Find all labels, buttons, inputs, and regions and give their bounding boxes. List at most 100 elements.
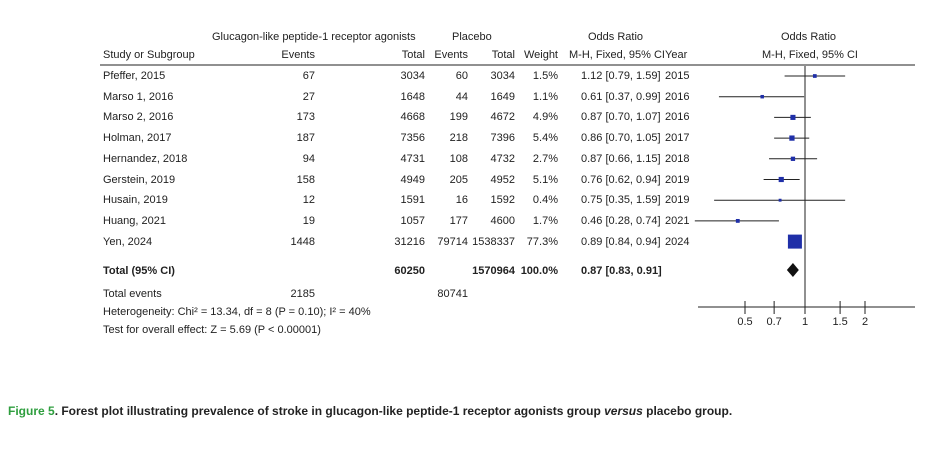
study-ci-cell: 0.87 [0.66, 1.15] [581, 152, 661, 165]
total-events-label: Total events [103, 288, 162, 300]
study-e2-cell: 177 [449, 214, 468, 227]
study-marker [812, 74, 817, 78]
study-year-cell: 2016 [665, 111, 690, 124]
odds-ratio-header: Odds Ratio [588, 31, 644, 43]
total1-column-header: Total [401, 49, 425, 61]
study-name-cell: Husain, 2019 [103, 194, 168, 207]
study-w-cell: 1.7% [532, 214, 558, 227]
overall-effect-text: Test for overall effect: Z = 5.69 (P < 0… [103, 324, 321, 336]
study-w-cell: 1.5% [532, 70, 558, 82]
study-e2-cell: 79714 [437, 235, 468, 248]
figure-label: Figure 5 [8, 404, 55, 418]
study-marker [790, 156, 796, 161]
study-year-cell: 2015 [665, 70, 690, 82]
total-ci: 0.87 [0.83, 0.91] [581, 265, 662, 277]
study-t1-cell: 1057 [400, 214, 425, 227]
study-t1-cell: 4949 [400, 173, 425, 186]
odds-ratio-plot-header: Odds Ratio [781, 31, 837, 43]
study-t2-cell: 4732 [490, 152, 515, 165]
study-e1-cell: 12 [302, 194, 315, 207]
study-e2-cell: 44 [455, 90, 468, 103]
study-e2-cell: 16 [455, 194, 468, 207]
study-ci-cell: 0.61 [0.37, 0.99] [581, 90, 661, 103]
caption-text-b: placebo group. [642, 404, 733, 418]
total-total1: 60250 [394, 265, 425, 277]
x-axis-tick-label: 1 [802, 316, 808, 328]
study-e1-cell: 158 [296, 173, 315, 186]
study-marker [790, 114, 796, 120]
study-ci-cell: 0.89 [0.84, 0.94] [581, 235, 661, 248]
study-year-cell: 2021 [665, 214, 690, 227]
events1-column-header: Events [281, 49, 315, 61]
x-axis-tick-label: 0.5 [737, 316, 752, 328]
study-year-cell: 2018 [665, 152, 690, 165]
study-w-cell: 77.3% [526, 235, 558, 248]
study-t1-cell: 1648 [400, 90, 425, 103]
study-t2-cell: 4600 [490, 214, 515, 227]
study-marker [778, 198, 782, 202]
study-name-cell: Marso 2, 2016 [103, 111, 174, 124]
study-year-cell: 2019 [665, 194, 690, 207]
total-diamond [786, 263, 799, 277]
study-w-cell: 5.1% [532, 173, 558, 186]
study-w-cell: 0.4% [532, 194, 558, 207]
study-e2-cell: 60 [455, 70, 468, 82]
study-t2-cell: 3034 [490, 70, 515, 82]
study-year-cell: 2016 [665, 90, 690, 103]
study-e1-cell: 173 [296, 111, 315, 124]
study-ci-cell: 0.75 [0.35, 1.59] [581, 194, 661, 207]
study-t1-cell: 4668 [400, 111, 425, 124]
caption-italic: versus [604, 404, 643, 418]
study-marker [789, 135, 795, 141]
figure-caption: Figure 5. Forest plot illustrating preva… [8, 404, 732, 418]
total-events-1: 2185 [290, 288, 315, 300]
study-year-cell: 2019 [665, 173, 690, 186]
study-t2-cell: 1538337 [472, 235, 515, 248]
study-marker [760, 94, 764, 99]
study-ci-cell: 1.12 [0.79, 1.59] [581, 70, 661, 82]
group1-header: Glucagon-like peptide-1 receptor agonist… [212, 31, 416, 43]
study-marker [735, 218, 740, 223]
study-name-cell: Holman, 2017 [103, 132, 172, 145]
study-name-cell: Marso 1, 2016 [103, 90, 174, 103]
total-events-2: 80741 [437, 288, 468, 300]
study-ci-cell: 0.46 [0.28, 0.74] [581, 214, 661, 227]
study-ci-cell: 0.86 [0.70, 1.05] [581, 132, 661, 145]
study-e1-cell: 1448 [290, 235, 315, 248]
year-column-header: Year [665, 49, 688, 61]
study-t2-cell: 4672 [490, 111, 515, 124]
x-axis-tick-label: 0.7 [766, 316, 781, 328]
group2-header: Placebo [452, 31, 492, 43]
study-e1-cell: 27 [302, 90, 315, 103]
study-e1-cell: 94 [302, 152, 315, 165]
study-name-cell: Pfeffer, 2015 [103, 70, 166, 82]
study-marker [787, 234, 802, 249]
study-column-header: Study or Subgroup [103, 49, 195, 61]
x-axis-tick-label: 1.5 [832, 316, 847, 328]
study-w-cell: 4.9% [532, 111, 558, 124]
study-year-cell: 2017 [665, 132, 690, 145]
method-column-header: M-H, Fixed, 95% CI [569, 49, 665, 61]
events2-column-header: Events [434, 49, 468, 61]
study-t2-cell: 1649 [490, 90, 515, 103]
x-axis-tick-label: 2 [862, 316, 868, 328]
total-total2: 1570964 [472, 265, 515, 277]
study-name-cell: Yen, 2024 [103, 235, 153, 248]
total-weight: 100.0% [520, 265, 558, 277]
study-w-cell: 5.4% [532, 132, 558, 145]
study-e2-cell: 205 [449, 173, 468, 186]
study-t1-cell: 7356 [400, 132, 425, 145]
study-t1-cell: 4731 [400, 152, 425, 165]
weight-column-header: Weight [523, 49, 558, 61]
study-name-cell: Gerstein, 2019 [103, 173, 176, 186]
plot-method-header: M-H, Fixed, 95% CI [762, 49, 858, 61]
study-e2-cell: 108 [449, 152, 468, 165]
study-t1-cell: 31216 [394, 235, 425, 248]
study-name-cell: Huang, 2021 [103, 214, 166, 227]
study-ci-cell: 0.76 [0.62, 0.94] [581, 173, 661, 186]
study-e2-cell: 199 [449, 111, 468, 124]
study-t2-cell: 1592 [490, 194, 515, 207]
study-year-cell: 2024 [665, 235, 690, 248]
study-ci-cell: 0.87 [0.70, 1.07] [581, 111, 661, 124]
